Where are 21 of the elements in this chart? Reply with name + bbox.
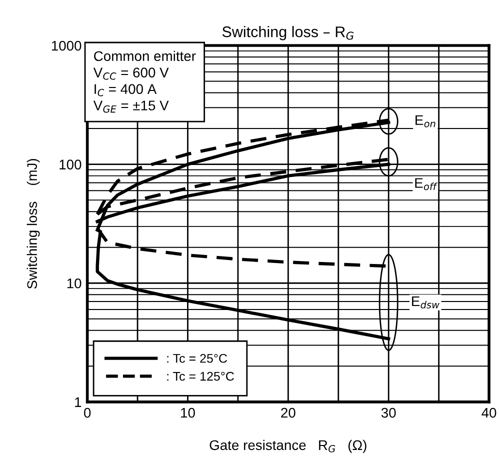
- annotation: V$_{GE}$ = ±15 V: [93, 100, 169, 113]
- annotation: E$_{on}$: [416, 115, 436, 128]
- legend-label: : Tc = 25°C: [167, 354, 227, 363]
- y-tick-label: 10: [67, 278, 82, 288]
- x-tick-label: 30: [381, 408, 396, 418]
- annotation: I$_{C}$ = 400 A: [94, 84, 157, 96]
- annotation: V$_{CC}$ = 600 V: [93, 68, 169, 80]
- annotation: E$_{off}$: [415, 178, 438, 190]
- y-tick-label: 1000: [52, 40, 82, 51]
- y-tick-label: 1: [75, 397, 82, 407]
- text: Gate resistance R$_{G}$ (Ω): [210, 440, 366, 453]
- x-tick-label: 10: [181, 408, 195, 418]
- x-tick-label: 40: [482, 408, 496, 418]
- y-tick-label: 100: [60, 160, 82, 170]
- annotation: Common emitter: [94, 50, 196, 62]
- legend-label: : Tc = 125°C: [167, 372, 234, 381]
- annotation: E$_{dsw}$: [412, 296, 440, 308]
- y-axis-title: Switching loss (mJ): [26, 158, 40, 289]
- x-tick-label: 20: [281, 408, 296, 418]
- x-tick-label: 0: [84, 408, 91, 418]
- chart-title: Switching loss – R$_{G}$: [222, 26, 354, 40]
